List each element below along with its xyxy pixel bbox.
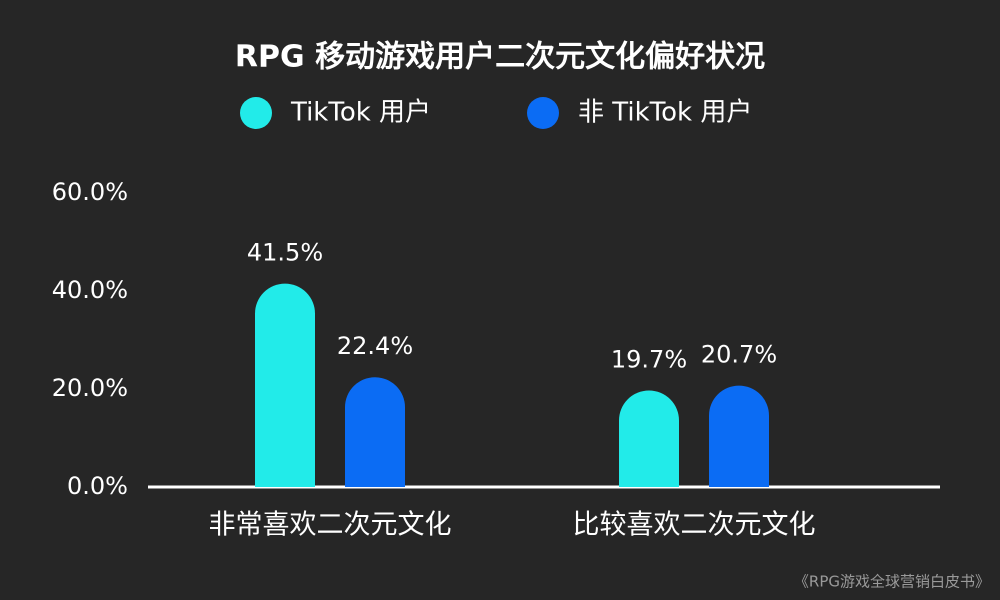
x-tick-label: 比较喜欢二次元文化 — [573, 510, 816, 541]
x-tick-label: 非常喜欢二次元文化 — [209, 510, 452, 541]
y-tick-label: 20.0% — [52, 374, 128, 402]
legend-label: TikTok 用户 — [290, 98, 431, 128]
bar — [255, 283, 315, 487]
bar — [345, 377, 405, 487]
value-label: 22.4% — [337, 332, 413, 360]
legend-label: 非 TikTok 用户 — [578, 98, 752, 128]
y-tick-label: 0.0% — [67, 472, 128, 500]
source-note: 《RPG游戏全球营销白皮书》 — [794, 573, 990, 591]
bar — [709, 385, 769, 487]
chart-title: RPG 移动游戏用户二次元文化偏好状况 — [235, 40, 765, 75]
value-label: 41.5% — [247, 239, 323, 267]
y-tick-label: 40.0% — [52, 276, 128, 304]
legend-marker — [240, 97, 272, 129]
value-label: 20.7% — [701, 341, 777, 369]
legend-marker — [527, 97, 559, 129]
y-tick-label: 60.0% — [52, 178, 128, 206]
value-label: 19.7% — [611, 345, 687, 373]
bar — [619, 390, 679, 487]
